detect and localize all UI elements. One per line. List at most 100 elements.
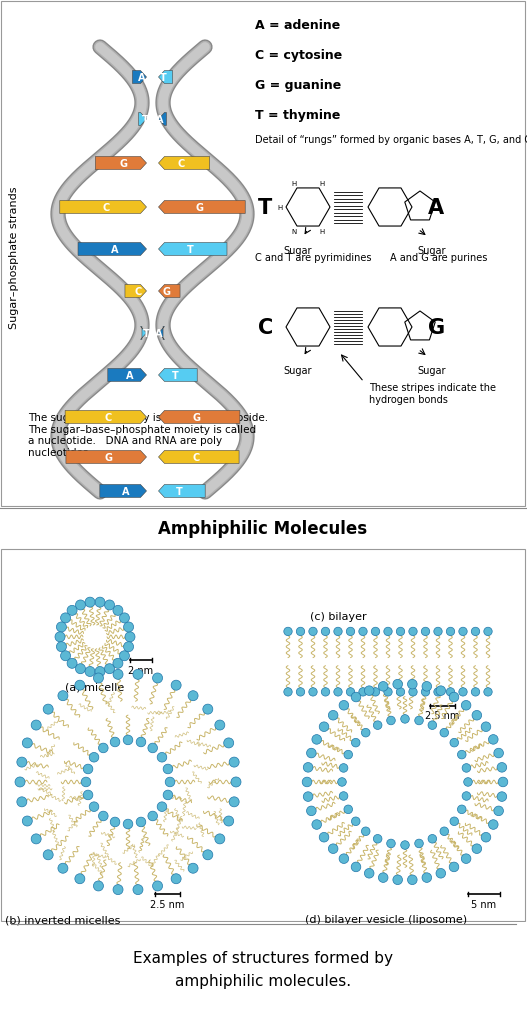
Circle shape bbox=[136, 738, 146, 747]
Circle shape bbox=[484, 628, 492, 636]
Text: G = guanine: G = guanine bbox=[255, 79, 341, 93]
Circle shape bbox=[165, 777, 175, 787]
Circle shape bbox=[436, 868, 446, 878]
Circle shape bbox=[284, 688, 292, 696]
Circle shape bbox=[328, 710, 338, 720]
Text: T: T bbox=[187, 245, 193, 255]
Text: Examples of structures formed by
amphiphilic molecules.: Examples of structures formed by amphiph… bbox=[133, 951, 393, 987]
Circle shape bbox=[304, 792, 313, 802]
Circle shape bbox=[123, 819, 133, 829]
Circle shape bbox=[188, 691, 198, 701]
Circle shape bbox=[43, 704, 53, 714]
Circle shape bbox=[223, 738, 233, 748]
Circle shape bbox=[339, 701, 349, 710]
Text: C: C bbox=[258, 318, 274, 337]
Circle shape bbox=[346, 688, 355, 696]
Circle shape bbox=[93, 881, 103, 891]
Circle shape bbox=[309, 628, 317, 636]
FancyArrow shape bbox=[159, 71, 172, 85]
Text: The sugar–base moiety is called a nucleoside.
The sugar–base–phosphate moiety is: The sugar–base moiety is called a nucleo… bbox=[28, 413, 268, 458]
Circle shape bbox=[428, 721, 437, 730]
Text: G: G bbox=[193, 413, 201, 423]
Text: C: C bbox=[193, 452, 200, 463]
Circle shape bbox=[422, 873, 432, 882]
Circle shape bbox=[15, 777, 25, 788]
Text: A: A bbox=[154, 329, 162, 338]
Circle shape bbox=[124, 623, 133, 633]
Circle shape bbox=[113, 669, 123, 680]
Circle shape bbox=[125, 632, 135, 642]
Circle shape bbox=[334, 688, 342, 696]
FancyArrow shape bbox=[159, 485, 205, 498]
Circle shape bbox=[498, 777, 508, 787]
Circle shape bbox=[362, 827, 370, 836]
Circle shape bbox=[93, 674, 103, 684]
Circle shape bbox=[124, 642, 133, 652]
Text: G: G bbox=[105, 452, 113, 463]
Circle shape bbox=[215, 835, 225, 844]
Circle shape bbox=[321, 688, 330, 696]
Circle shape bbox=[75, 600, 85, 610]
Text: H: H bbox=[319, 229, 325, 235]
Text: T: T bbox=[172, 371, 179, 381]
Circle shape bbox=[99, 744, 108, 753]
Circle shape bbox=[163, 764, 173, 774]
Circle shape bbox=[481, 722, 491, 732]
Circle shape bbox=[95, 597, 105, 607]
Text: C: C bbox=[134, 286, 142, 297]
Circle shape bbox=[497, 763, 506, 772]
Circle shape bbox=[75, 681, 85, 691]
Circle shape bbox=[113, 884, 123, 895]
Text: A: A bbox=[126, 371, 133, 381]
FancyArrow shape bbox=[132, 71, 147, 85]
Circle shape bbox=[440, 827, 448, 836]
Text: N: N bbox=[291, 229, 297, 235]
Circle shape bbox=[393, 875, 403, 884]
Circle shape bbox=[17, 797, 27, 807]
Circle shape bbox=[401, 715, 409, 723]
Text: C: C bbox=[102, 203, 109, 213]
Circle shape bbox=[471, 688, 480, 696]
Circle shape bbox=[22, 816, 32, 826]
Circle shape bbox=[462, 764, 471, 772]
Circle shape bbox=[484, 688, 492, 696]
Text: C: C bbox=[178, 159, 185, 169]
Circle shape bbox=[58, 863, 68, 873]
Text: Sugar: Sugar bbox=[284, 246, 313, 256]
Circle shape bbox=[113, 605, 123, 615]
Circle shape bbox=[99, 811, 108, 821]
Circle shape bbox=[372, 688, 379, 696]
Circle shape bbox=[58, 691, 68, 701]
Circle shape bbox=[481, 833, 491, 842]
Text: Sugar: Sugar bbox=[418, 366, 446, 376]
FancyArrow shape bbox=[159, 451, 239, 464]
Circle shape bbox=[359, 628, 367, 636]
Circle shape bbox=[344, 751, 353, 759]
Circle shape bbox=[171, 874, 181, 883]
Circle shape bbox=[203, 850, 213, 860]
Circle shape bbox=[148, 811, 158, 821]
Circle shape bbox=[434, 628, 442, 636]
Text: T: T bbox=[160, 73, 167, 83]
Circle shape bbox=[378, 873, 388, 882]
Circle shape bbox=[373, 835, 382, 844]
Circle shape bbox=[296, 688, 305, 696]
Circle shape bbox=[223, 816, 233, 826]
Text: A: A bbox=[156, 115, 164, 125]
Text: (c) bilayer: (c) bilayer bbox=[310, 611, 367, 622]
Text: 2.5 nm: 2.5 nm bbox=[150, 899, 184, 909]
Circle shape bbox=[104, 600, 114, 610]
Circle shape bbox=[384, 688, 392, 696]
Circle shape bbox=[110, 817, 120, 827]
FancyArrow shape bbox=[100, 485, 147, 498]
Circle shape bbox=[461, 701, 471, 710]
FancyArrow shape bbox=[159, 369, 197, 382]
Circle shape bbox=[104, 664, 114, 674]
Circle shape bbox=[372, 628, 379, 636]
Circle shape bbox=[307, 806, 316, 816]
Circle shape bbox=[203, 704, 213, 714]
Text: 2 nm: 2 nm bbox=[129, 665, 153, 676]
Circle shape bbox=[302, 777, 312, 787]
Text: A: A bbox=[111, 245, 119, 255]
Circle shape bbox=[67, 605, 77, 615]
